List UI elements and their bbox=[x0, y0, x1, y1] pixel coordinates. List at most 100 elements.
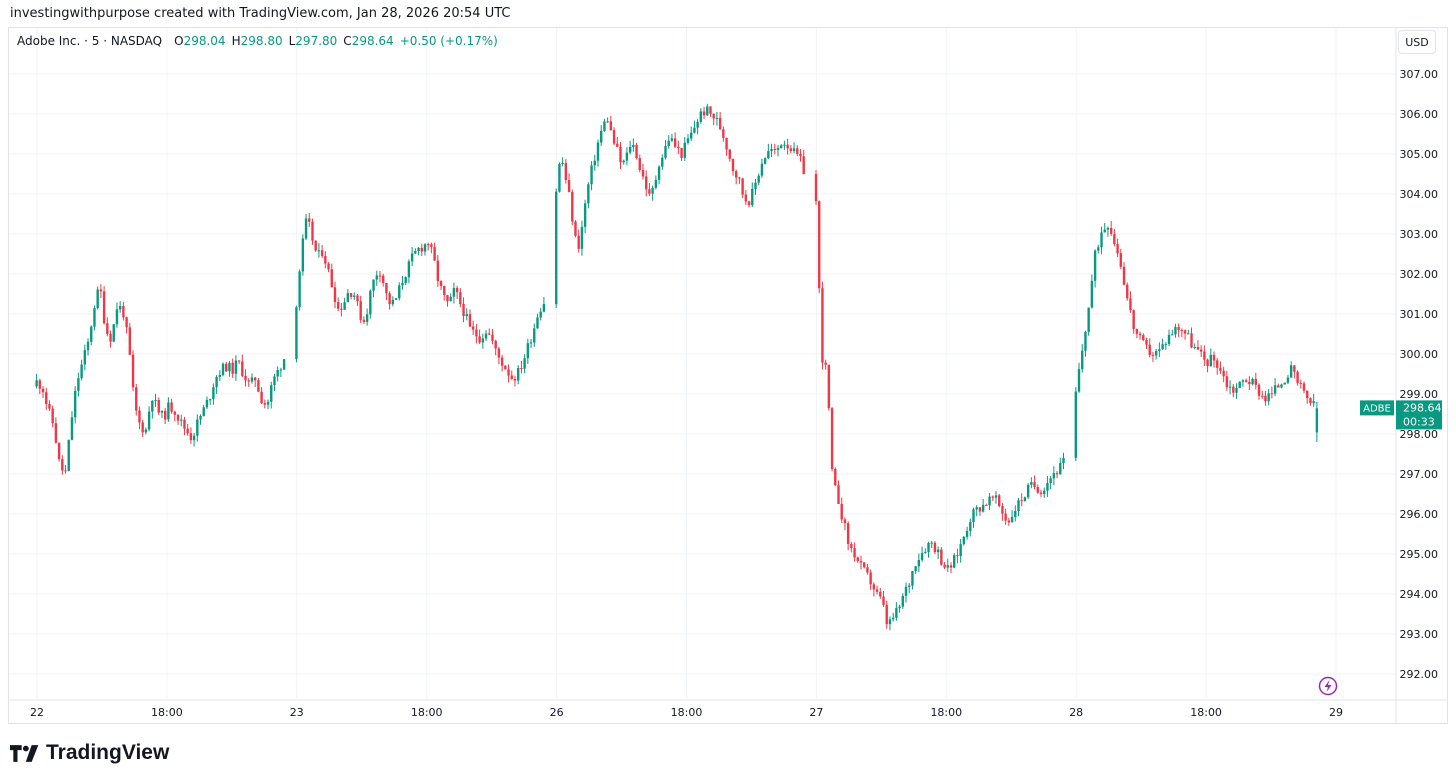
candle-body bbox=[118, 306, 122, 310]
candle bbox=[1209, 348, 1213, 367]
candle-body bbox=[385, 283, 388, 294]
candle-body bbox=[125, 317, 128, 328]
candle-body bbox=[981, 504, 985, 512]
candle bbox=[872, 582, 876, 597]
candle bbox=[946, 558, 949, 572]
candle bbox=[533, 323, 536, 347]
candle-body bbox=[673, 138, 677, 147]
candle bbox=[712, 113, 715, 126]
candle-body bbox=[215, 376, 218, 388]
candle-body bbox=[677, 146, 680, 149]
candle-body bbox=[73, 390, 77, 418]
candle bbox=[850, 541, 853, 553]
candle-body bbox=[953, 555, 956, 568]
candle-body bbox=[1248, 381, 1251, 385]
candle bbox=[1190, 327, 1193, 349]
legend-low-label: L bbox=[288, 34, 296, 48]
candle bbox=[667, 135, 670, 149]
candle-body bbox=[985, 504, 988, 506]
candle bbox=[1119, 248, 1123, 270]
candle bbox=[1232, 383, 1235, 398]
candle bbox=[1158, 342, 1161, 357]
candle-body bbox=[1164, 343, 1168, 345]
candle-body bbox=[840, 503, 843, 520]
lightning-icon[interactable] bbox=[1318, 676, 1338, 696]
candle bbox=[555, 188, 558, 308]
candle bbox=[863, 562, 866, 569]
tradingview-logo[interactable]: TradingView bbox=[10, 741, 169, 765]
candle bbox=[770, 143, 773, 158]
candle-body bbox=[70, 417, 74, 440]
candle-body bbox=[510, 375, 513, 379]
candle-body bbox=[924, 552, 927, 554]
candle bbox=[57, 442, 61, 462]
x-tick-label: 18:00 bbox=[411, 706, 443, 719]
symbol-legend[interactable]: Adobe Inc. · 5 · NASDAQ O 298.04 H 298.80 … bbox=[17, 34, 504, 48]
candle bbox=[1193, 343, 1196, 350]
candle-body bbox=[1062, 457, 1065, 464]
y-tick-label: 303.00 bbox=[1400, 228, 1439, 241]
y-tick-label: 294.00 bbox=[1400, 588, 1439, 601]
candle-body bbox=[718, 117, 722, 130]
candle bbox=[1277, 383, 1280, 388]
y-tick-label: 298.00 bbox=[1400, 428, 1439, 441]
candle bbox=[1228, 380, 1232, 395]
x-tick-label: 18:00 bbox=[671, 706, 703, 719]
candle-body bbox=[83, 350, 87, 365]
candle bbox=[693, 120, 696, 134]
candle-body bbox=[773, 148, 776, 150]
candle-body bbox=[555, 191, 558, 305]
currency-button[interactable]: USD bbox=[1398, 30, 1436, 54]
candle-body bbox=[1289, 365, 1293, 378]
candle bbox=[1129, 291, 1132, 313]
candle-body bbox=[459, 292, 462, 304]
x-tick-label: 18:00 bbox=[1190, 706, 1222, 719]
candle bbox=[414, 248, 417, 255]
candle bbox=[67, 439, 70, 472]
candle-body bbox=[276, 370, 279, 377]
candle-body bbox=[202, 407, 205, 416]
candle-body bbox=[654, 179, 658, 188]
candle bbox=[260, 387, 263, 405]
chart-pane[interactable] bbox=[8, 27, 1448, 724]
candle-body bbox=[38, 380, 42, 389]
candle bbox=[1001, 502, 1004, 521]
candle bbox=[1174, 323, 1177, 338]
candle bbox=[529, 338, 533, 348]
candle bbox=[497, 346, 501, 365]
candle-body bbox=[628, 147, 632, 153]
candle bbox=[940, 547, 943, 566]
candle-body bbox=[783, 144, 786, 146]
candle-body bbox=[64, 470, 67, 472]
candle bbox=[680, 147, 683, 161]
candle-body bbox=[965, 531, 969, 537]
candle bbox=[301, 234, 305, 276]
candle bbox=[706, 103, 709, 116]
candle-body bbox=[875, 589, 879, 592]
candle-body bbox=[738, 177, 741, 179]
candle bbox=[622, 159, 625, 165]
candle-body bbox=[1097, 247, 1100, 251]
candle-body bbox=[936, 549, 940, 553]
candle bbox=[465, 308, 468, 321]
candle bbox=[77, 372, 80, 397]
candle bbox=[834, 467, 837, 486]
candle bbox=[731, 158, 735, 176]
candle bbox=[231, 358, 234, 378]
candle bbox=[776, 144, 780, 157]
candle-body bbox=[571, 191, 574, 222]
candle bbox=[410, 246, 414, 266]
candle-body bbox=[167, 402, 170, 420]
candle bbox=[1138, 331, 1142, 340]
candle-body bbox=[645, 176, 648, 190]
candle-body bbox=[270, 385, 273, 402]
candle-body bbox=[904, 586, 908, 596]
candle-body bbox=[616, 143, 619, 147]
candle-body bbox=[365, 314, 369, 322]
candle bbox=[840, 497, 843, 523]
candle-body bbox=[241, 361, 244, 376]
candle-body bbox=[388, 293, 391, 305]
candle-body bbox=[1030, 482, 1033, 485]
candle-body bbox=[449, 296, 452, 302]
